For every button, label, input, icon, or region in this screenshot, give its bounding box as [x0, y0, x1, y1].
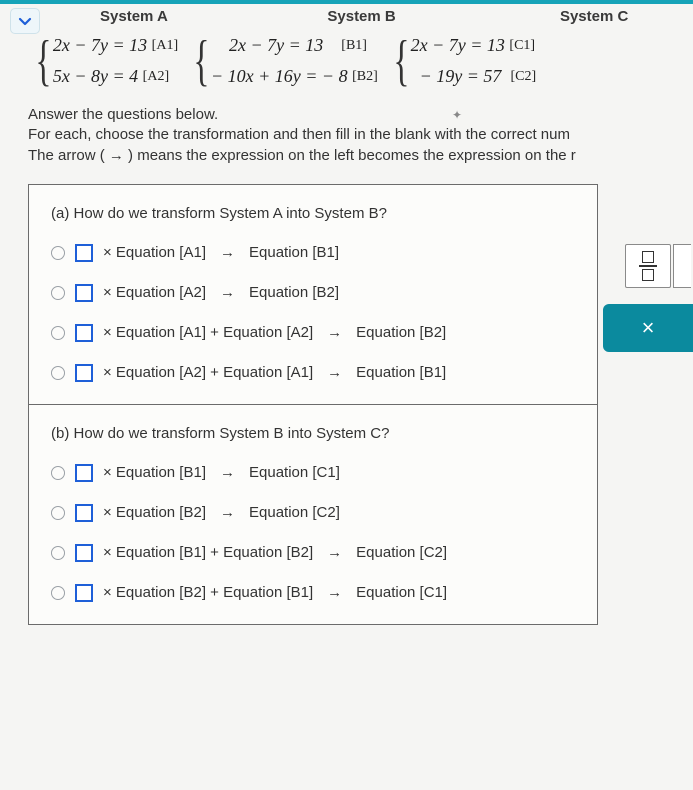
question-a-head: (a) How do we transform System A into Sy…: [51, 205, 579, 222]
radio-button[interactable]: [51, 326, 65, 340]
qa-option-1[interactable]: × Equation [A1] → Equation [B1]: [51, 244, 579, 262]
arrow-icon: →: [323, 364, 346, 381]
fraction-tool-button[interactable]: [625, 244, 671, 288]
close-button[interactable]: ×: [603, 304, 693, 352]
qb-option-4[interactable]: × Equation [B2] + Equation [B1] → Equati…: [51, 584, 579, 602]
opt-post: Equation [C1]: [249, 464, 340, 481]
opt-post: Equation [B1]: [249, 244, 339, 261]
opt-post: Equation [C1]: [356, 584, 447, 601]
coefficient-input[interactable]: [75, 544, 93, 562]
coefficient-input[interactable]: [75, 284, 93, 302]
qb-option-2[interactable]: × Equation [B2] → Equation [C2]: [51, 504, 579, 522]
tag-b2: [B2]: [352, 69, 378, 84]
system-c-title: System C: [505, 8, 683, 25]
radio-button[interactable]: [51, 246, 65, 260]
qa-option-4[interactable]: × Equation [A2] + Equation [A1] → Equati…: [51, 364, 579, 382]
opt-pre: × Equation [B1]: [103, 464, 206, 481]
opt-post: Equation [B2]: [356, 324, 446, 341]
opt-pre: × Equation [B2]: [103, 504, 206, 521]
coefficient-input[interactable]: [75, 464, 93, 482]
instructions: Answer the questions below. For each, ch…: [0, 87, 693, 166]
systems-header-row: System A System B System C: [0, 4, 693, 25]
instr-line-1: Answer the questions below.: [28, 105, 693, 125]
opt-post: Equation [B2]: [249, 284, 339, 301]
arrow-icon: →: [216, 284, 239, 301]
radio-button[interactable]: [51, 506, 65, 520]
radio-button[interactable]: [51, 366, 65, 380]
opt-pre: × Equation [A2]: [103, 284, 206, 301]
coefficient-input[interactable]: [75, 364, 93, 382]
arrow-icon: →: [323, 584, 346, 601]
coefficient-input[interactable]: [75, 504, 93, 522]
partial-tool-edge: [673, 244, 691, 288]
question-b: (b) How do we transform System B into Sy…: [29, 405, 597, 624]
radio-button[interactable]: [51, 466, 65, 480]
tag-b1: [B1]: [341, 38, 367, 53]
opt-pre: × Equation [B1] + Equation [B2]: [103, 544, 313, 561]
brace-icon: {: [193, 41, 209, 81]
opt-post: Equation [B1]: [356, 364, 446, 381]
equations-row: { 2x − 7y = 13 [A1] 5x − 8y = 4 [A2] { 2…: [0, 25, 693, 87]
instr-line-3: The arrow ( → ) means the expression on …: [28, 146, 693, 166]
eq-b2: − 10x + 16y = − 8: [211, 66, 348, 86]
cursor-arrow-icon: ✦: [452, 108, 462, 122]
tag-a2: [A2]: [143, 69, 169, 84]
arrow-icon: →: [323, 324, 346, 341]
close-icon: ×: [642, 315, 655, 341]
tag-c2: [C2]: [510, 69, 536, 84]
radio-button[interactable]: [51, 546, 65, 560]
coefficient-input[interactable]: [75, 584, 93, 602]
eq-a1: 2x − 7y = 13: [53, 35, 147, 55]
system-b-equations: { 2x − 7y = 13 [B1] − 10x + 16y = − 8 [B…: [188, 35, 378, 87]
eq-b1: 2x − 7y = 13: [229, 35, 323, 55]
opt-post: Equation [C2]: [249, 504, 340, 521]
opt-pre: × Equation [A2] + Equation [A1]: [103, 364, 313, 381]
opt-pre: × Equation [B2] + Equation [B1]: [103, 584, 313, 601]
question-b-head: (b) How do we transform System B into Sy…: [51, 425, 579, 442]
tag-a1: [A1]: [152, 38, 178, 53]
radio-button[interactable]: [51, 286, 65, 300]
arrow-icon: →: [216, 244, 239, 261]
tag-c1: [C1]: [509, 38, 535, 53]
qb-option-3[interactable]: × Equation [B1] + Equation [B2] → Equati…: [51, 544, 579, 562]
qb-option-1[interactable]: × Equation [B1] → Equation [C1]: [51, 464, 579, 482]
system-a-title: System A: [50, 8, 218, 25]
eq-a2: 5x − 8y = 4: [53, 66, 138, 86]
qa-option-2[interactable]: × Equation [A2] → Equation [B2]: [51, 284, 579, 302]
system-a-equations: { 2x − 7y = 13 [A1] 5x − 8y = 4 [A2]: [30, 35, 178, 87]
arrow-icon: →: [216, 464, 239, 481]
question-a: (a) How do we transform System A into Sy…: [29, 185, 597, 405]
chevron-down-icon: [17, 13, 33, 29]
opt-pre: × Equation [A1] + Equation [A2]: [103, 324, 313, 341]
brace-icon: {: [35, 41, 51, 81]
fraction-icon: [639, 251, 657, 281]
eq-c2: − 19y = 57: [420, 66, 502, 86]
coefficient-input[interactable]: [75, 244, 93, 262]
qa-option-3[interactable]: × Equation [A1] + Equation [A2] → Equati…: [51, 324, 579, 342]
questions-panel: (a) How do we transform System A into Sy…: [28, 184, 598, 625]
coefficient-input[interactable]: [75, 324, 93, 342]
eq-c1: 2x − 7y = 13: [411, 35, 505, 55]
radio-button[interactable]: [51, 586, 65, 600]
brace-icon: {: [393, 41, 409, 81]
system-b-title: System B: [258, 8, 465, 25]
opt-post: Equation [C2]: [356, 544, 447, 561]
arrow-icon: →: [216, 504, 239, 521]
arrow-icon: →: [323, 544, 346, 561]
instr-line-2: For each, choose the transformation and …: [28, 125, 693, 145]
system-c-equations: { 2x − 7y = 13 [C1] − 19y = 57 [C2]: [388, 35, 536, 87]
opt-pre: × Equation [A1]: [103, 244, 206, 261]
